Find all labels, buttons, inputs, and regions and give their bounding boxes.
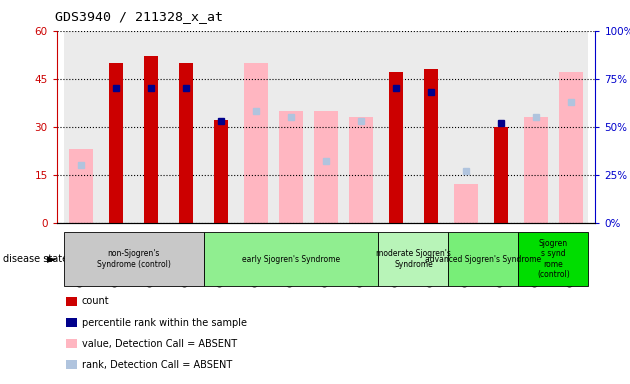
Bar bbox=[144, 56, 158, 223]
Bar bbox=[413, 31, 449, 223]
Text: ►: ► bbox=[47, 253, 57, 266]
Text: value, Detection Call = ABSENT: value, Detection Call = ABSENT bbox=[82, 339, 237, 349]
Bar bbox=[169, 31, 203, 223]
Bar bbox=[309, 31, 343, 223]
Bar bbox=[483, 31, 518, 223]
Bar bbox=[279, 111, 303, 223]
Bar bbox=[454, 184, 478, 223]
Bar bbox=[449, 31, 483, 223]
Bar bbox=[553, 31, 588, 223]
Bar bbox=[424, 69, 438, 223]
Bar bbox=[524, 117, 548, 223]
Bar bbox=[239, 31, 273, 223]
Bar bbox=[214, 120, 228, 223]
Text: count: count bbox=[82, 296, 110, 306]
Bar bbox=[349, 117, 373, 223]
Text: rank, Detection Call = ABSENT: rank, Detection Call = ABSENT bbox=[82, 360, 232, 370]
Text: early Sjogren's Syndrome: early Sjogren's Syndrome bbox=[242, 255, 340, 264]
Bar bbox=[203, 31, 239, 223]
Bar bbox=[314, 111, 338, 223]
Text: Sjogren
s synd
rome
(control): Sjogren s synd rome (control) bbox=[537, 239, 570, 279]
Bar bbox=[64, 31, 99, 223]
Bar bbox=[518, 31, 553, 223]
Bar bbox=[379, 31, 413, 223]
Text: advanced Sjogren's Syndrome: advanced Sjogren's Syndrome bbox=[425, 255, 542, 264]
Bar bbox=[179, 63, 193, 223]
Text: non-Sjogren's
Syndrome (control): non-Sjogren's Syndrome (control) bbox=[97, 250, 171, 269]
Bar bbox=[109, 63, 123, 223]
Bar bbox=[494, 127, 508, 223]
Text: disease state: disease state bbox=[3, 254, 68, 264]
Bar bbox=[99, 31, 134, 223]
Bar bbox=[244, 63, 268, 223]
Bar bbox=[389, 72, 403, 223]
Bar bbox=[559, 72, 583, 223]
Bar bbox=[69, 149, 93, 223]
Text: GDS3940 / 211328_x_at: GDS3940 / 211328_x_at bbox=[55, 10, 222, 23]
Bar bbox=[273, 31, 309, 223]
Text: percentile rank within the sample: percentile rank within the sample bbox=[82, 318, 247, 328]
Text: moderate Sjogren's
Syndrome: moderate Sjogren's Syndrome bbox=[376, 250, 451, 269]
Bar bbox=[343, 31, 379, 223]
Bar bbox=[134, 31, 169, 223]
